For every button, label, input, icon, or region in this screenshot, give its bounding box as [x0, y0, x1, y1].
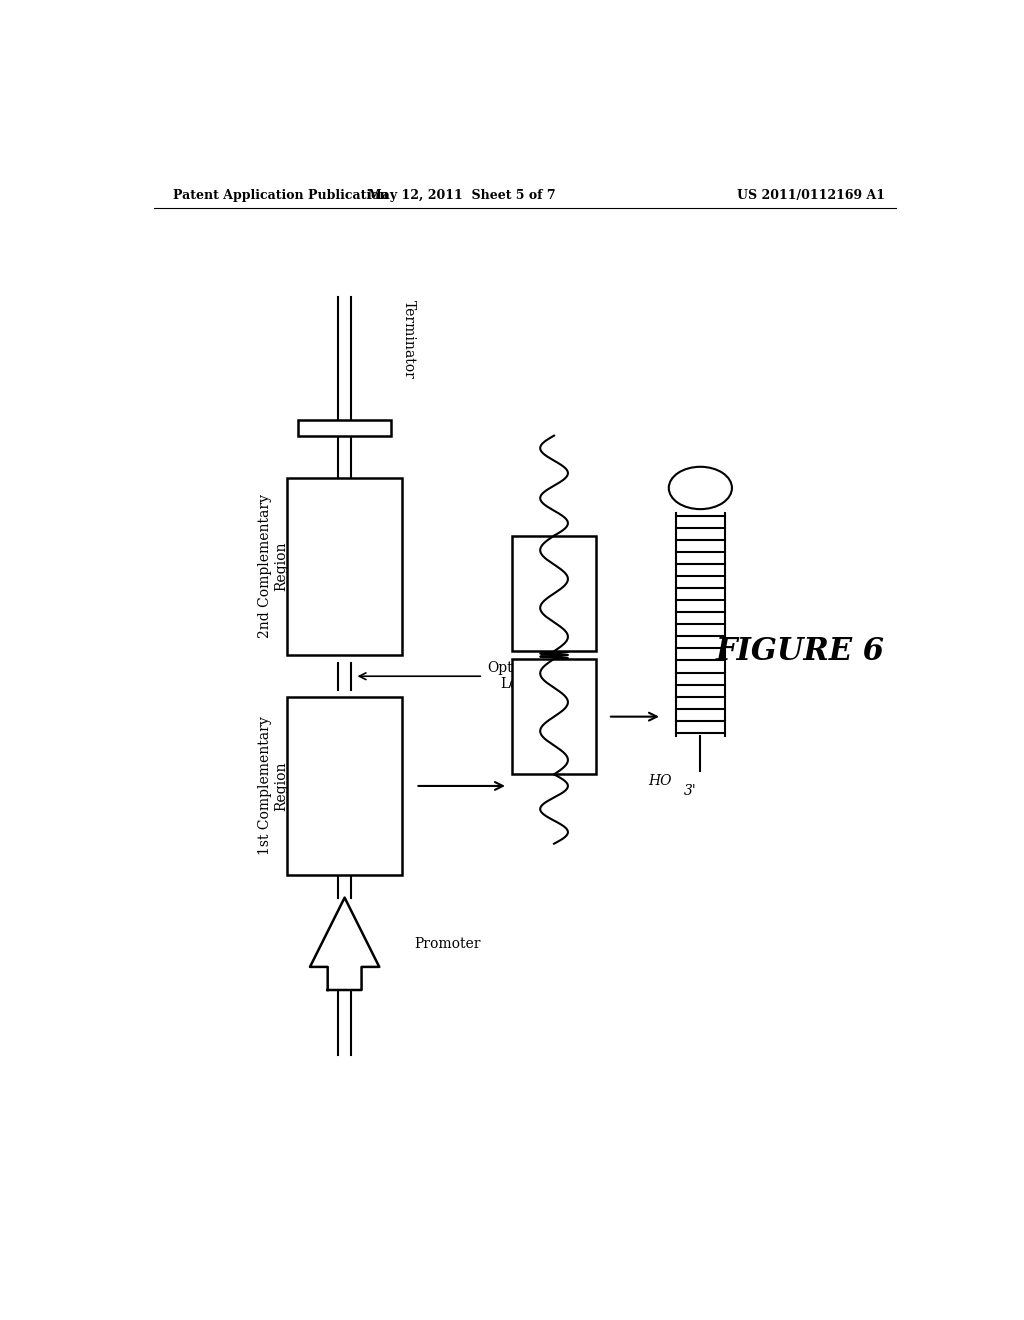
- Ellipse shape: [669, 467, 732, 510]
- Text: HO: HO: [648, 775, 672, 788]
- Text: May 12, 2011  Sheet 5 of 7: May 12, 2011 Sheet 5 of 7: [368, 189, 555, 202]
- Text: Optional
Loop: Optional Loop: [487, 661, 548, 692]
- Text: 3': 3': [683, 784, 696, 799]
- Text: 1st Complementary
Region: 1st Complementary Region: [258, 717, 288, 855]
- Polygon shape: [310, 898, 379, 990]
- Text: Terminator: Terminator: [402, 300, 417, 379]
- Text: 2nd Complementary
Region: 2nd Complementary Region: [258, 495, 288, 639]
- Text: US 2011/0112169 A1: US 2011/0112169 A1: [737, 189, 885, 202]
- Bar: [512, 659, 596, 775]
- Bar: [512, 536, 596, 651]
- Bar: [287, 478, 402, 655]
- Text: Promoter: Promoter: [414, 937, 480, 950]
- Text: Patent Application Publication: Patent Application Publication: [173, 189, 388, 202]
- Bar: [287, 697, 402, 875]
- Bar: [298, 420, 391, 436]
- Text: FIGURE 6: FIGURE 6: [716, 636, 885, 667]
